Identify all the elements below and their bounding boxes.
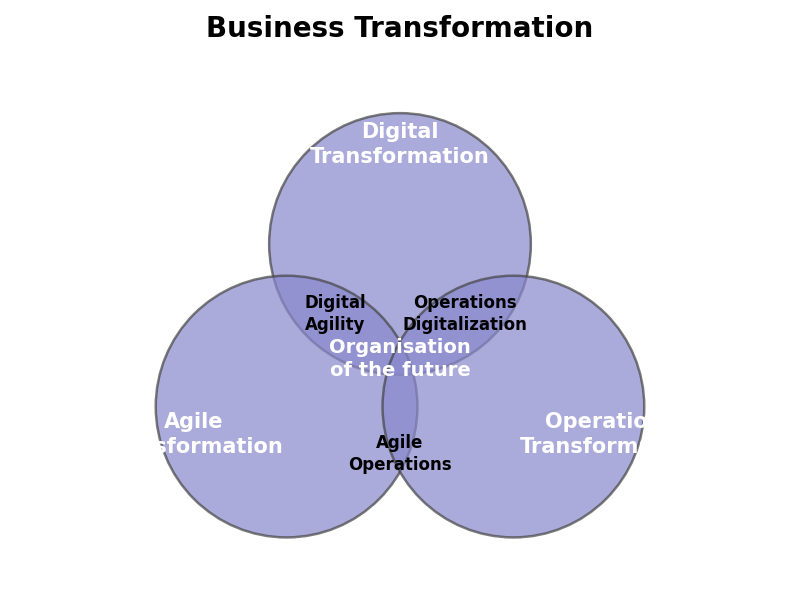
Text: Agile
Transformation: Agile Transformation [104, 412, 284, 457]
Text: Operations
Digitalization: Operations Digitalization [402, 293, 527, 334]
Text: Organisation
of the future: Organisation of the future [329, 338, 471, 380]
Circle shape [156, 276, 418, 538]
Text: Digital
Transformation: Digital Transformation [310, 122, 490, 167]
Text: Operations
Transformation: Operations Transformation [520, 412, 700, 457]
Title: Business Transformation: Business Transformation [206, 15, 594, 43]
Text: Digital
Agility: Digital Agility [304, 293, 366, 334]
Circle shape [382, 276, 644, 538]
Circle shape [269, 113, 531, 375]
Text: Agile
Operations: Agile Operations [348, 434, 452, 474]
